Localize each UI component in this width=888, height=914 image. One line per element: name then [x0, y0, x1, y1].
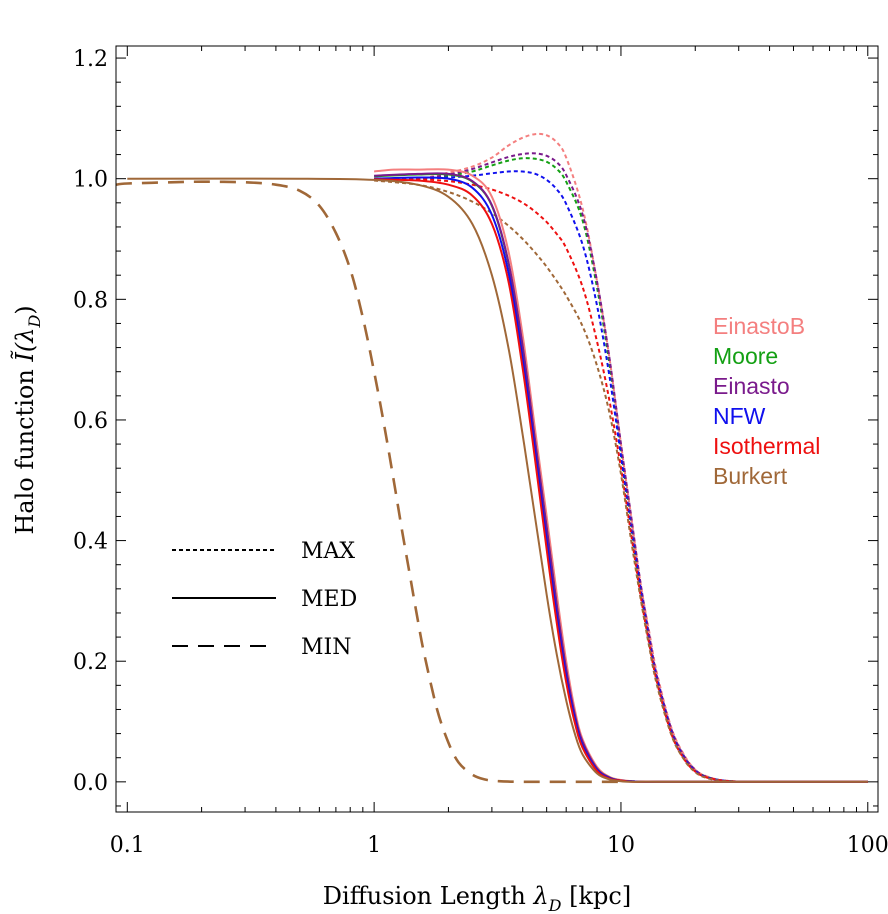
halo-legend-nfw: NFW	[713, 403, 766, 429]
y-axis-title-subscript: D	[25, 315, 44, 329]
y-tick-label: 1.0	[73, 168, 108, 193]
y-tick-label: 0.8	[73, 288, 108, 313]
axes-frame	[115, 45, 879, 813]
series-line-einasto-max	[374, 152, 868, 783]
line-style-legend: MAX MED MIN	[172, 539, 357, 660]
x-tick-label: 0.1	[110, 833, 145, 858]
x-axis-title-symbol: λ	[532, 882, 548, 910]
series-lines	[115, 132, 868, 784]
y-axis-title-arg-open: (λ	[11, 328, 39, 353]
y-tick-label: 0.6	[73, 409, 108, 434]
series-line-burkert-med	[127, 177, 868, 783]
x-tick-label: 100	[847, 833, 888, 858]
y-tick-label: 0.2	[73, 650, 108, 675]
y-axis-title-main: Halo function	[11, 362, 39, 535]
axis-ticks: 0.0 0.2 0.4 0.6 0.8 1.0 1.2 0.1 1 10 100	[73, 46, 888, 858]
style-legend-label-max: MAX	[301, 539, 355, 564]
plot-frame	[115, 45, 879, 813]
style-legend-label-med: MED	[301, 587, 357, 612]
x-axis-title-main: Diffusion Length	[323, 882, 534, 910]
y-axis-title-symbol: Ĩ	[10, 350, 39, 363]
halo-legend-burkert: Burkert	[713, 463, 788, 489]
halo-legend-einastob: EinastoB	[713, 313, 805, 339]
x-axis-title-subscript: D	[548, 896, 562, 914]
halo-legend-moore: Moore	[713, 343, 778, 369]
y-axis-title-arg-close: )	[11, 305, 39, 314]
x-axis-title: Diffusion Length λD [kpc]	[323, 882, 631, 914]
x-axis-title-unit: [kpc]	[562, 882, 632, 910]
y-tick-label: 0.4	[73, 530, 108, 555]
y-tick-label: 1.2	[73, 47, 108, 72]
halo-legend-isothermal: Isothermal	[713, 433, 820, 459]
halo-legend-einasto: Einasto	[713, 373, 790, 399]
halo-legend: EinastoB Moore Einasto NFW Isothermal Burkert	[713, 313, 820, 489]
style-legend-label-min: MIN	[301, 635, 351, 660]
x-tick-label: 10	[607, 833, 635, 858]
y-axis-title: Halo function Ĩ(λD)	[10, 305, 44, 534]
series-line-burkert-min	[115, 180, 621, 784]
y-tick-label: 0.0	[73, 771, 108, 796]
x-tick-label: 1	[367, 833, 381, 858]
